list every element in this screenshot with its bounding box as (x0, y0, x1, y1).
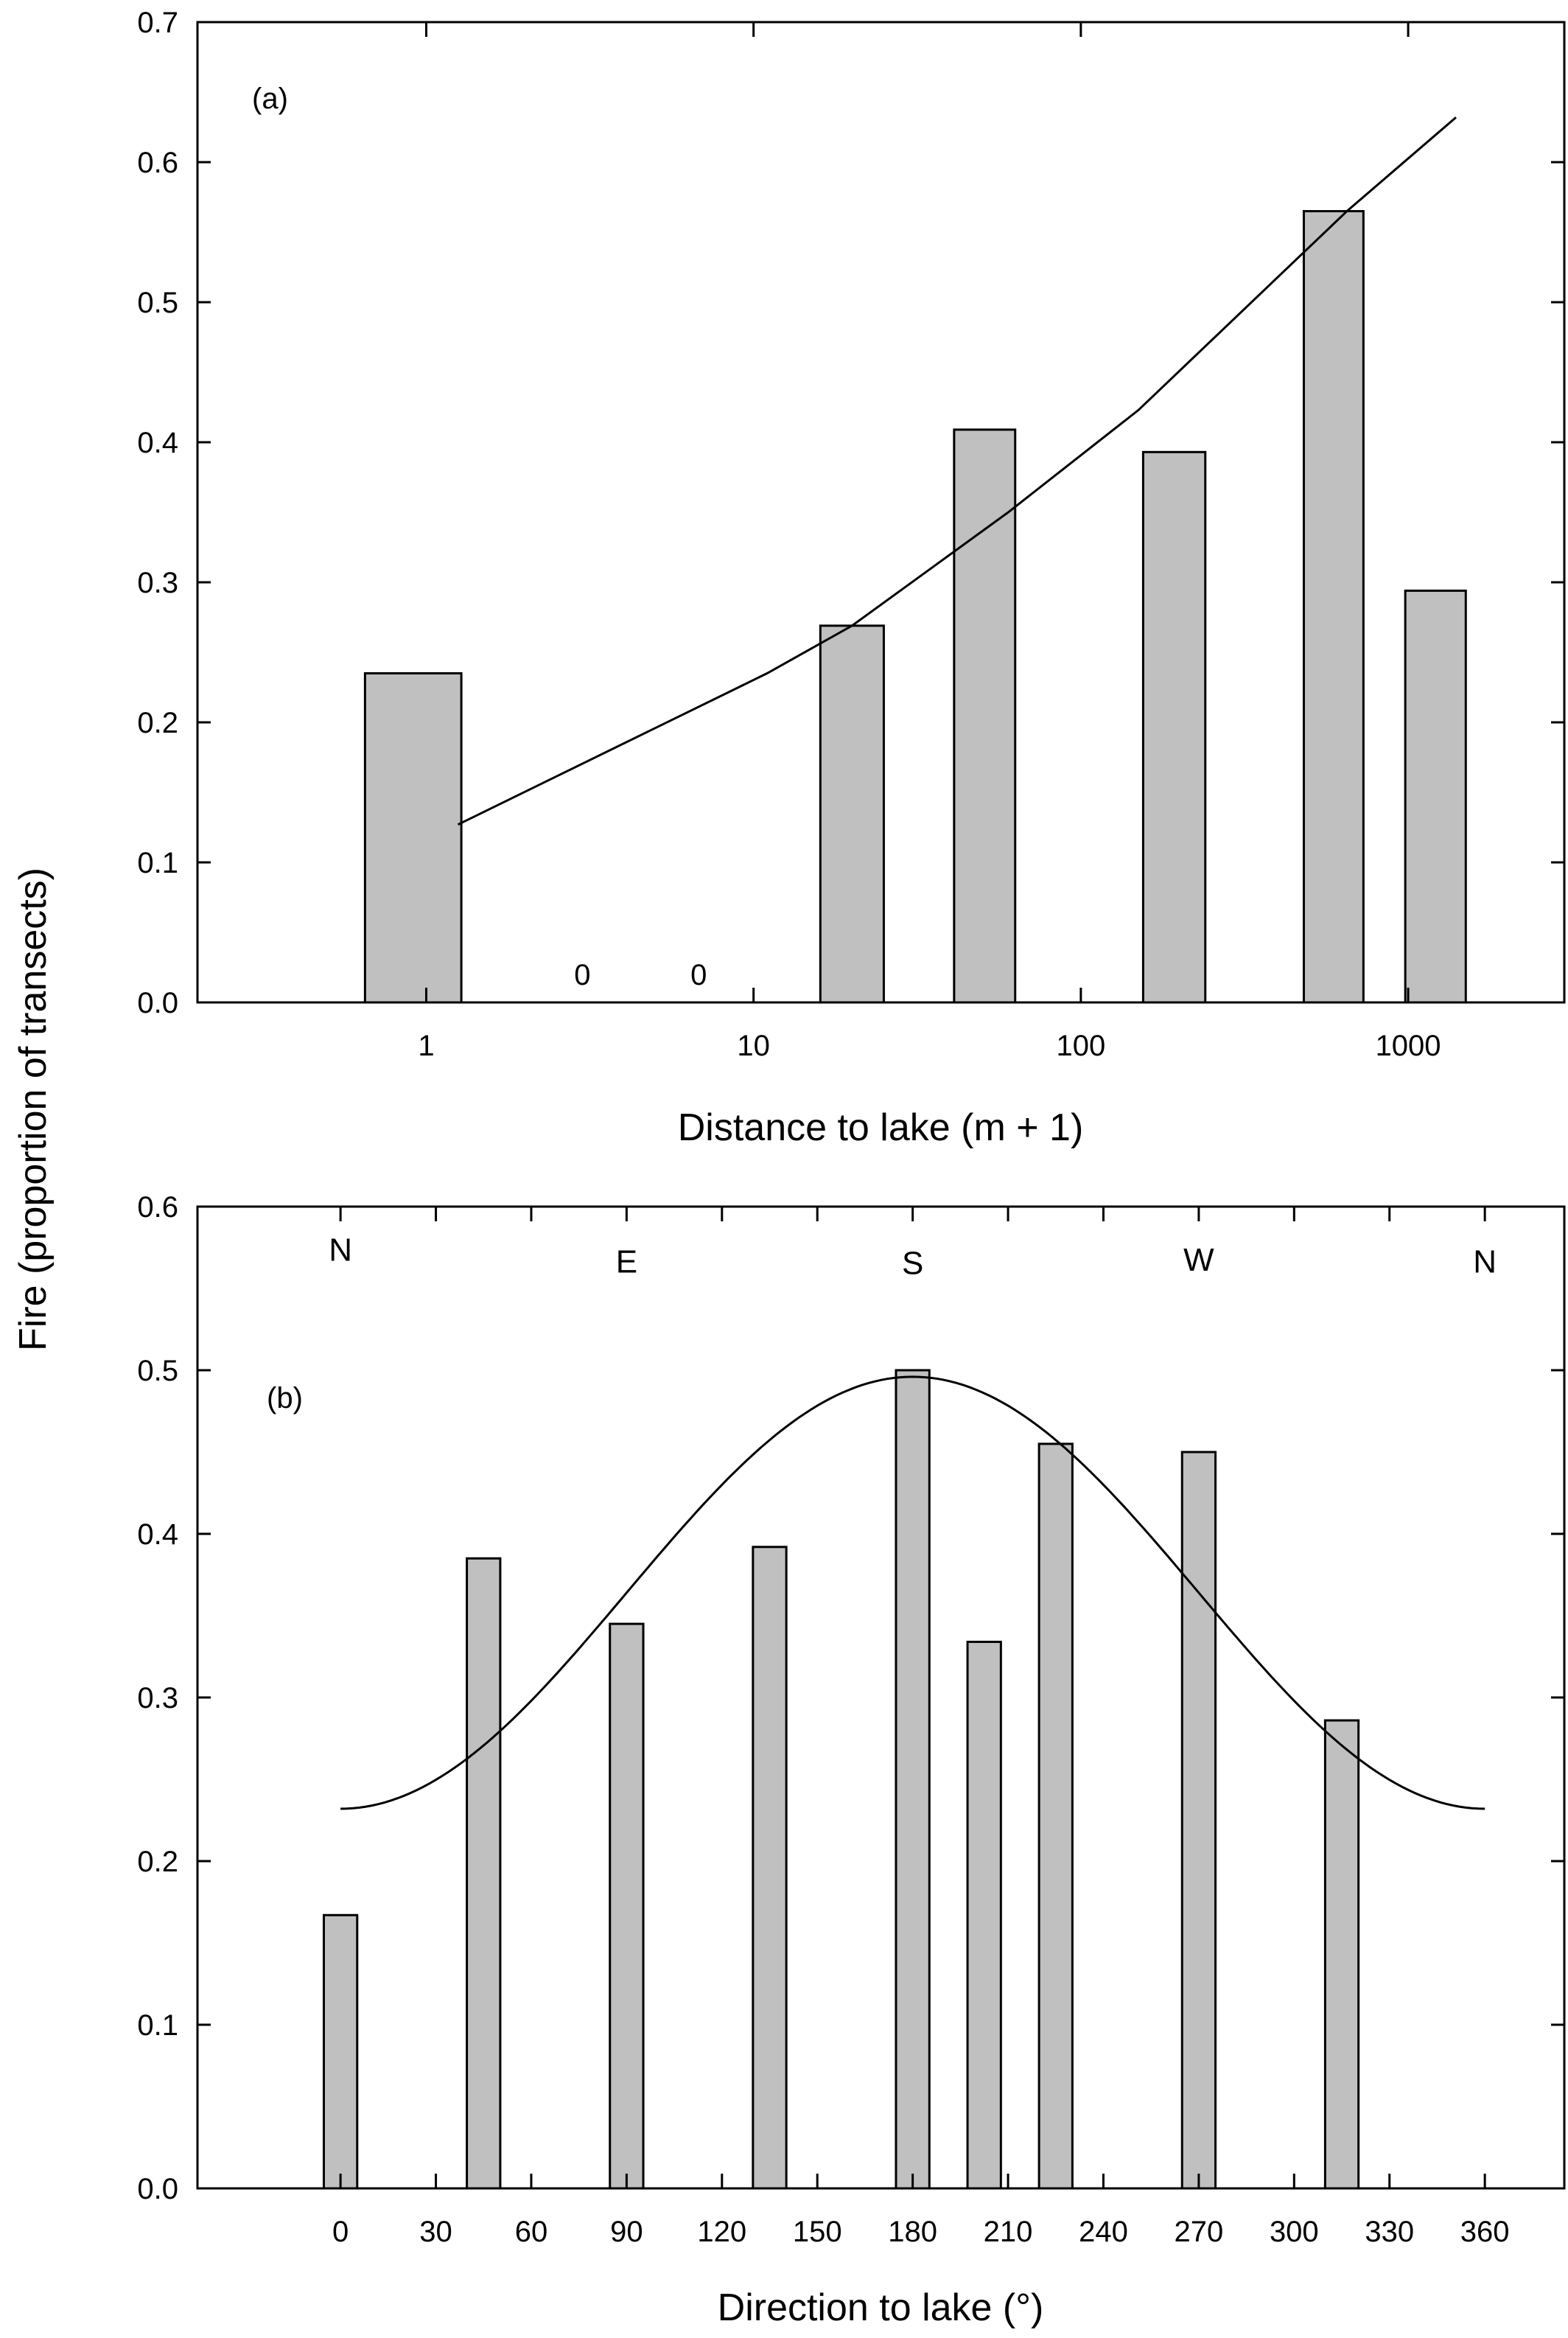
panel-a-x-tick-label: 10 (737, 1030, 770, 1062)
panel-b-compass-label: N (1473, 1243, 1497, 1280)
panel-a-plot-frame (196, 21, 1566, 1004)
panel-a-bar (1302, 210, 1365, 1004)
panel-b-fit-curve (340, 1375, 1485, 1810)
panel-b-bar (322, 1913, 359, 2190)
panel-b-label: (b) (267, 1382, 303, 1414)
panel-b-x-axis: 0 30 60 90 120 150 180 210 240 270 300 330 360 (332, 1207, 1510, 2248)
panel-b-bar (752, 1546, 788, 2190)
panel-b-x-tick-label: 0 (332, 2216, 349, 2248)
panel-b-bar (895, 1369, 931, 2190)
panel-a-y-axis: 0.0 0.1 0.2 0.3 0.4 0.5 0.6 0.7 (137, 7, 1564, 1019)
panel-b-bar (1323, 1719, 1360, 2190)
panel-a-y-tick-label: 0.0 (137, 987, 178, 1019)
panel-a-x-tick-label: 1 (418, 1030, 434, 1062)
panel-b-x-axis-title: Direction to lake (°) (718, 2286, 1044, 2329)
panel-b-bars (322, 1369, 1360, 2190)
panel-b-x-tick-label: 210 (984, 2216, 1033, 2248)
panel-a-y-tick-label: 0.7 (137, 7, 178, 39)
panel-b-x-tick-label: 180 (888, 2216, 937, 2248)
panel-a-y-tick-label: 0.5 (137, 287, 178, 319)
panel-b-compass-label: E (616, 1243, 637, 1280)
panel-b-direction-chart: 0.0 0.1 0.2 0.3 0.4 0.5 0.6 0 30 60 90 120 150 180 21… (137, 1191, 1566, 2329)
panel-a-x-axis: 1 10 100 1000 (418, 22, 1441, 1062)
panel-b-x-tick-label: 240 (1079, 2216, 1128, 2248)
panel-b-bar (1037, 1442, 1074, 2190)
panel-b-bar (466, 1557, 502, 2190)
panel-b-compass-label: W (1183, 1242, 1214, 1278)
panel-a-bar (819, 624, 885, 1004)
panel-a-bar (363, 672, 463, 1004)
panel-a-y-tick-label: 0.4 (137, 427, 178, 459)
panel-b-bar (1180, 1451, 1217, 2190)
panel-b-x-tick-label: 60 (515, 2216, 548, 2248)
panel-b-x-tick-label: 30 (419, 2216, 452, 2248)
panel-b-x-tick-label: 270 (1175, 2216, 1224, 2248)
panel-a-zero-label: 0 (690, 959, 707, 991)
panel-b-x-tick-label: 150 (793, 2216, 842, 2248)
panel-b-bar (966, 1641, 1002, 2190)
panel-b-bar (609, 1622, 645, 2190)
panel-a-bars (363, 210, 1467, 1004)
panel-b-compass-label: N (329, 1232, 352, 1269)
panel-b-x-tick-label: 330 (1365, 2216, 1414, 2248)
panel-a-y-tick-label: 0.6 (137, 147, 178, 179)
panel-a-fit-line (457, 116, 1457, 826)
panel-b-x-tick-label: 360 (1460, 2216, 1510, 2248)
panel-b-y-tick-label: 0.1 (137, 2009, 178, 2042)
shared-y-axis-title: Fire (proportion of transects) (12, 868, 55, 1351)
panel-b-y-axis: 0.0 0.1 0.2 0.3 0.4 0.5 0.6 (137, 1191, 1564, 2205)
panel-a-label: (a) (252, 83, 288, 115)
panel-a-bar (1404, 589, 1467, 1004)
panel-a-bar (953, 428, 1017, 1004)
panel-a-y-tick-label: 0.3 (137, 567, 178, 599)
panel-b-y-tick-label: 0.5 (137, 1355, 178, 1387)
panel-a-bar (1141, 450, 1207, 1004)
panel-b-y-tick-label: 0.3 (137, 1682, 178, 1714)
panel-b-x-tick-label: 300 (1270, 2216, 1319, 2248)
panel-b-x-tick-label: 120 (697, 2216, 746, 2248)
panel-a-y-tick-label: 0.1 (137, 847, 178, 879)
panel-a-x-tick-label: 1000 (1376, 1030, 1441, 1062)
panel-b-y-tick-label: 0.2 (137, 1846, 178, 1878)
panel-b-y-tick-label: 0.4 (137, 1518, 178, 1551)
panel-b-compass-label: S (902, 1245, 923, 1281)
panel-a-y-tick-label: 0.2 (137, 707, 178, 739)
panel-b-y-tick-label: 0.0 (137, 2173, 178, 2205)
panel-a-x-tick-label: 100 (1056, 1030, 1105, 1062)
panel-b-y-tick-label: 0.6 (137, 1191, 178, 1224)
panel-b-x-tick-label: 90 (610, 2216, 643, 2248)
panel-a-x-axis-title: Distance to lake (m + 1) (678, 1106, 1084, 1149)
panel-a-zero-label: 0 (574, 959, 590, 991)
